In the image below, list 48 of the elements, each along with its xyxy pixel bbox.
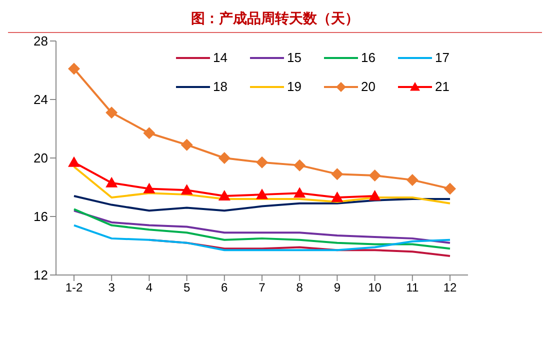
y-tick-label: 28 [34, 34, 48, 49]
legend-label: 21 [435, 79, 450, 94]
legend-label: 18 [213, 79, 228, 94]
point [68, 62, 80, 75]
point [180, 184, 193, 195]
point [294, 187, 306, 198]
point [143, 182, 156, 194]
x-tick-label: 8 [296, 280, 304, 295]
point [218, 152, 230, 164]
x-tick-label: 11 [406, 280, 419, 295]
point [256, 156, 268, 168]
point [294, 159, 306, 172]
legend-label: 15 [287, 50, 302, 65]
point [444, 182, 456, 195]
point [106, 106, 118, 119]
legend-label: 17 [435, 50, 450, 65]
legend-label: 16 [361, 50, 376, 65]
point [331, 168, 344, 180]
x-tick-label: 10 [368, 280, 382, 295]
point [218, 190, 230, 201]
y-tick-label: 24 [34, 92, 48, 108]
x-tick-label: 7 [258, 280, 266, 295]
point [180, 138, 193, 151]
line-series [73, 208, 451, 250]
chart-title: 图：产成品周转天数（天） [8, 8, 542, 33]
y-tick-label: 20 [34, 150, 48, 166]
x-tick-label: 12 [443, 280, 457, 295]
y-tick-label: 16 [34, 209, 48, 224]
line-series [73, 224, 451, 252]
point [68, 156, 80, 167]
x-tick-label: 1-2 [65, 280, 83, 295]
x-tick-label: 4 [146, 280, 153, 295]
legend-label: 20 [361, 79, 376, 94]
x-tick-label: 9 [334, 280, 341, 295]
point [143, 127, 156, 140]
point [368, 170, 381, 182]
line-series [73, 210, 451, 244]
point [331, 191, 344, 202]
legend-label: 14 [213, 50, 228, 65]
x-tick-label: 5 [183, 280, 190, 295]
y-tick-label: 12 [34, 268, 48, 283]
legend-label: 19 [287, 79, 302, 94]
x-tick-label: 3 [108, 280, 116, 295]
x-tick-label: 6 [221, 280, 228, 295]
point [406, 174, 418, 186]
point [106, 176, 118, 188]
point [256, 188, 268, 200]
point [368, 190, 381, 201]
